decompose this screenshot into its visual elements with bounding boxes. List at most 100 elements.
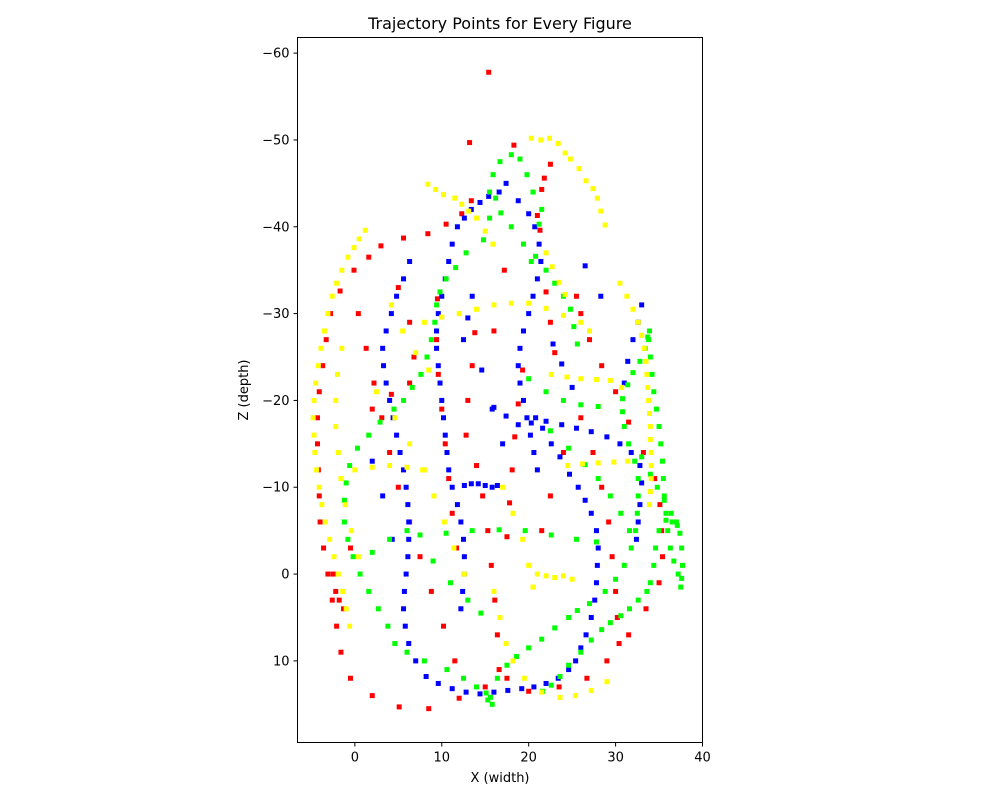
x-tick-label-4: 40 xyxy=(694,751,711,766)
data-point-s2-23 xyxy=(391,406,397,412)
data-point-s1-84 xyxy=(531,684,537,690)
data-point-s3-108 xyxy=(625,458,631,464)
data-point-s3-36 xyxy=(312,450,318,456)
data-point-s1-94 xyxy=(594,562,600,568)
data-point-s1-136 xyxy=(569,384,575,390)
data-point-s0-101 xyxy=(614,614,620,620)
data-point-s2-84 xyxy=(661,493,667,499)
data-point-s2-53 xyxy=(566,614,572,620)
data-point-s2-156 xyxy=(578,402,584,408)
data-point-s2-99 xyxy=(653,545,659,551)
data-point-s1-68 xyxy=(406,536,412,542)
data-point-s3-6 xyxy=(576,166,582,172)
data-point-s2-157 xyxy=(595,404,601,409)
data-point-s2-60 xyxy=(633,528,639,534)
y-tick-label-2: −40 xyxy=(262,220,289,235)
data-point-s2-142 xyxy=(522,528,528,534)
data-point-s1-10 xyxy=(439,293,445,299)
data-point-s1-72 xyxy=(401,606,407,612)
data-point-s0-66 xyxy=(452,658,458,664)
data-point-s1-135 xyxy=(559,361,565,367)
data-point-s2-16 xyxy=(434,302,440,308)
data-point-s1-85 xyxy=(543,680,549,686)
data-point-s0-24 xyxy=(316,493,322,499)
data-point-s0-39 xyxy=(556,684,562,690)
data-point-s1-97 xyxy=(588,510,594,516)
points-layer xyxy=(310,69,686,712)
data-point-s3-50 xyxy=(635,319,641,325)
data-point-s2-46 xyxy=(487,694,493,700)
data-point-s0-56 xyxy=(355,311,361,317)
data-point-s0-44 xyxy=(656,580,662,586)
data-point-s3-107 xyxy=(611,459,617,465)
data-point-s3-49 xyxy=(630,306,636,312)
data-point-s3-33 xyxy=(311,397,317,403)
data-point-s2-121 xyxy=(571,324,577,330)
data-point-s1-109 xyxy=(543,418,549,424)
data-point-s3-12 xyxy=(452,195,458,201)
data-point-s3-14 xyxy=(466,208,472,214)
data-point-s3-19 xyxy=(433,186,439,192)
data-point-s1-79 xyxy=(463,689,469,695)
data-point-s1-15 xyxy=(437,380,443,386)
data-point-s2-105 xyxy=(618,613,624,619)
data-point-s1-117 xyxy=(639,480,645,486)
data-point-s3-40 xyxy=(322,519,328,525)
data-point-s1-64 xyxy=(401,467,407,473)
data-point-s3-56 xyxy=(646,397,652,403)
data-point-s1-74 xyxy=(406,641,412,647)
data-point-s2-61 xyxy=(634,510,640,516)
data-point-s0-73 xyxy=(485,528,491,534)
data-point-s3-55 xyxy=(645,384,651,390)
data-point-s1-52 xyxy=(407,259,413,264)
data-point-s2-30 xyxy=(341,519,347,525)
data-point-s0-97 xyxy=(599,484,605,490)
data-point-s3-103 xyxy=(619,384,625,390)
data-point-s1-88 xyxy=(573,658,579,664)
data-point-s2-35 xyxy=(375,606,381,612)
data-point-s1-31 xyxy=(532,224,538,230)
data-point-s2-117 xyxy=(661,497,667,503)
data-point-s1-77 xyxy=(435,680,441,686)
data-point-s1-7 xyxy=(449,241,455,247)
data-point-s1-128 xyxy=(479,367,485,373)
data-point-s2-111 xyxy=(557,674,563,680)
data-point-s1-101 xyxy=(557,454,563,460)
data-point-s1-104 xyxy=(533,415,539,421)
data-point-s0-109 xyxy=(547,319,553,325)
data-point-s0-113 xyxy=(411,354,417,360)
data-point-s3-67 xyxy=(456,311,462,317)
data-point-s2-106 xyxy=(607,620,613,626)
data-point-s3-0 xyxy=(528,135,534,141)
data-point-s2-102 xyxy=(644,588,650,594)
x-axis: 0 10 20 30 40 xyxy=(351,742,711,766)
data-point-s1-73 xyxy=(402,623,408,629)
data-point-s2-89 xyxy=(675,571,681,577)
data-point-s3-11 xyxy=(602,222,608,228)
data-point-s0-5 xyxy=(539,186,545,192)
data-point-s0-117 xyxy=(547,493,553,499)
data-point-s3-57 xyxy=(646,410,652,416)
data-point-s2-57 xyxy=(613,576,619,582)
data-point-s0-107 xyxy=(348,545,354,551)
data-point-s2-37 xyxy=(392,641,398,647)
data-point-s2-7 xyxy=(497,159,503,165)
data-point-s1-89 xyxy=(578,645,584,651)
data-point-s0-64 xyxy=(428,588,434,594)
data-point-s3-79 xyxy=(333,423,339,429)
data-point-s0-36 xyxy=(482,684,488,690)
data-point-s3-127 xyxy=(588,687,594,693)
data-point-s2-146 xyxy=(430,558,436,564)
data-point-s1-116 xyxy=(637,463,643,469)
data-point-s0-14 xyxy=(366,254,372,260)
data-point-s2-128 xyxy=(508,224,514,230)
data-point-s2-70 xyxy=(630,370,636,376)
data-point-s1-41 xyxy=(520,397,526,403)
data-point-s2-39 xyxy=(421,658,427,664)
data-point-s1-29 xyxy=(515,198,521,204)
data-point-s2-18 xyxy=(428,337,434,343)
data-point-s2-114 xyxy=(639,454,645,460)
data-point-s2-97 xyxy=(663,517,669,523)
data-point-s2-33 xyxy=(357,571,363,577)
